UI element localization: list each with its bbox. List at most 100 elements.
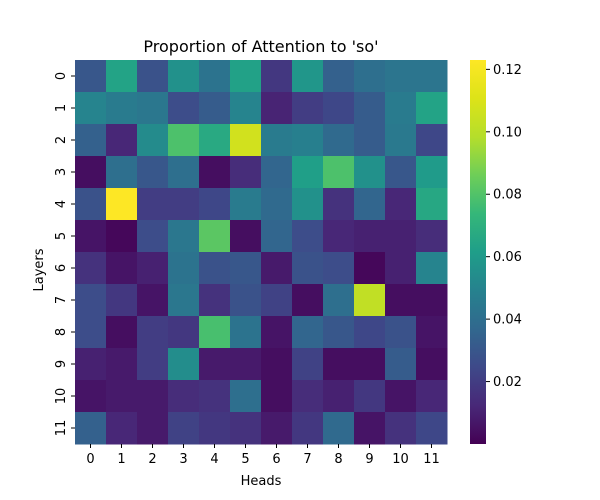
heatmap-cell bbox=[199, 316, 231, 349]
heatmap-cell bbox=[137, 92, 169, 125]
heatmap-cell bbox=[354, 380, 386, 413]
heatmap-cell bbox=[385, 284, 417, 317]
heatmap-cell bbox=[416, 60, 448, 93]
heatmap-cell bbox=[106, 252, 138, 285]
heatmap-cell bbox=[416, 188, 448, 221]
heatmap-cell bbox=[168, 380, 200, 413]
x-tick-label: 11 bbox=[423, 452, 440, 467]
heatmap-cell bbox=[75, 284, 107, 317]
heatmap-cell bbox=[385, 92, 417, 125]
heatmap-cell bbox=[385, 60, 417, 93]
heatmap-cell bbox=[168, 348, 200, 381]
heatmap-cell bbox=[106, 284, 138, 317]
heatmap-cell bbox=[416, 380, 448, 413]
heatmap-cell bbox=[416, 316, 448, 349]
y-tick-label: 11 bbox=[54, 420, 69, 437]
heatmap-cell bbox=[168, 124, 200, 157]
y-axis-ticks: 0 1 2 3 4 5 6 7 8 9 10 11 bbox=[54, 72, 75, 436]
chart-title: Proportion of Attention to 'so' bbox=[143, 37, 378, 56]
heatmap-cell bbox=[199, 124, 231, 157]
heatmap-cell bbox=[168, 220, 200, 253]
heatmap-cell bbox=[292, 252, 324, 285]
heatmap-cell bbox=[168, 252, 200, 285]
heatmap-cell bbox=[354, 124, 386, 157]
x-tick-label: 4 bbox=[210, 452, 218, 467]
y-tick-label: 8 bbox=[54, 328, 69, 336]
heatmap-cell bbox=[75, 316, 107, 349]
heatmap-cell bbox=[199, 348, 231, 381]
heatmap-cell bbox=[292, 188, 324, 221]
heatmap-cell bbox=[199, 252, 231, 285]
heatmap-cell bbox=[137, 412, 169, 445]
heatmap-cell bbox=[75, 124, 107, 157]
heatmap-cell bbox=[137, 124, 169, 157]
heatmap-cell bbox=[323, 92, 355, 125]
heatmap-cell bbox=[354, 156, 386, 189]
heatmap-cell bbox=[323, 412, 355, 445]
heatmap-cell bbox=[261, 380, 293, 413]
colorbar-tick-label: 0.02 bbox=[493, 375, 522, 390]
heatmap-cell bbox=[292, 124, 324, 157]
heatmap-cell bbox=[137, 380, 169, 413]
heatmap-cell bbox=[261, 348, 293, 381]
heatmap-cell bbox=[199, 60, 231, 93]
heatmap-cell bbox=[292, 284, 324, 317]
heatmap-cell bbox=[230, 252, 262, 285]
heatmap-cell bbox=[261, 60, 293, 93]
heatmap-cell bbox=[137, 348, 169, 381]
heatmap-cell bbox=[137, 220, 169, 253]
x-tick-label: 8 bbox=[334, 452, 342, 467]
x-tick-label: 3 bbox=[179, 452, 187, 467]
y-tick-label: 0 bbox=[54, 72, 69, 80]
heatmap-cell bbox=[292, 380, 324, 413]
heatmap-cell bbox=[137, 252, 169, 285]
heatmap-cell bbox=[106, 380, 138, 413]
heatmap-cell bbox=[106, 316, 138, 349]
heatmap-cell bbox=[230, 412, 262, 445]
heatmap-cell bbox=[137, 60, 169, 93]
heatmap-cell bbox=[137, 284, 169, 317]
heatmap-cell bbox=[230, 60, 262, 93]
heatmap-cell bbox=[292, 156, 324, 189]
heatmap-cell bbox=[230, 316, 262, 349]
x-tick-label: 9 bbox=[365, 452, 373, 467]
colorbar-tick-label: 0.12 bbox=[493, 63, 522, 78]
heatmap-cell bbox=[230, 348, 262, 381]
heatmap-cell bbox=[323, 220, 355, 253]
heatmap-cell bbox=[168, 92, 200, 125]
heatmap-cell bbox=[354, 188, 386, 221]
y-axis-label: Layers bbox=[32, 248, 47, 291]
heatmap-cell bbox=[261, 124, 293, 157]
heatmap-cell bbox=[106, 92, 138, 125]
heatmap-cell bbox=[385, 156, 417, 189]
heatmap-cell bbox=[261, 220, 293, 253]
heatmap-cell bbox=[106, 60, 138, 93]
heatmap-cell bbox=[416, 284, 448, 317]
heatmap-cell bbox=[75, 92, 107, 125]
heatmap-cell bbox=[354, 412, 386, 445]
heatmap-cell bbox=[75, 220, 107, 253]
heatmap-cell bbox=[416, 220, 448, 253]
heatmap-cell bbox=[416, 92, 448, 125]
heatmap-cell bbox=[354, 220, 386, 253]
y-tick-label: 3 bbox=[54, 168, 69, 176]
heatmap-cell bbox=[230, 124, 262, 157]
heatmap-cell bbox=[261, 412, 293, 445]
heatmap-cell bbox=[199, 220, 231, 253]
x-axis-label: Heads bbox=[241, 474, 282, 489]
heatmap-cell bbox=[385, 348, 417, 381]
heatmap-cell bbox=[106, 412, 138, 445]
heatmap-cell bbox=[261, 188, 293, 221]
y-tick-label: 9 bbox=[54, 360, 69, 368]
x-axis-ticks: 0 1 2 3 4 5 6 7 8 9 10 11 bbox=[86, 444, 440, 467]
heatmap-cell bbox=[106, 188, 138, 221]
heatmap-cell bbox=[168, 60, 200, 93]
colorbar-tick-label: 0.10 bbox=[493, 125, 522, 140]
heatmap-cell bbox=[199, 380, 231, 413]
heatmap-cell bbox=[75, 380, 107, 413]
heatmap-cell bbox=[292, 60, 324, 93]
heatmap-cell bbox=[354, 348, 386, 381]
heatmap-cell bbox=[385, 252, 417, 285]
x-tick-label: 0 bbox=[86, 452, 94, 467]
